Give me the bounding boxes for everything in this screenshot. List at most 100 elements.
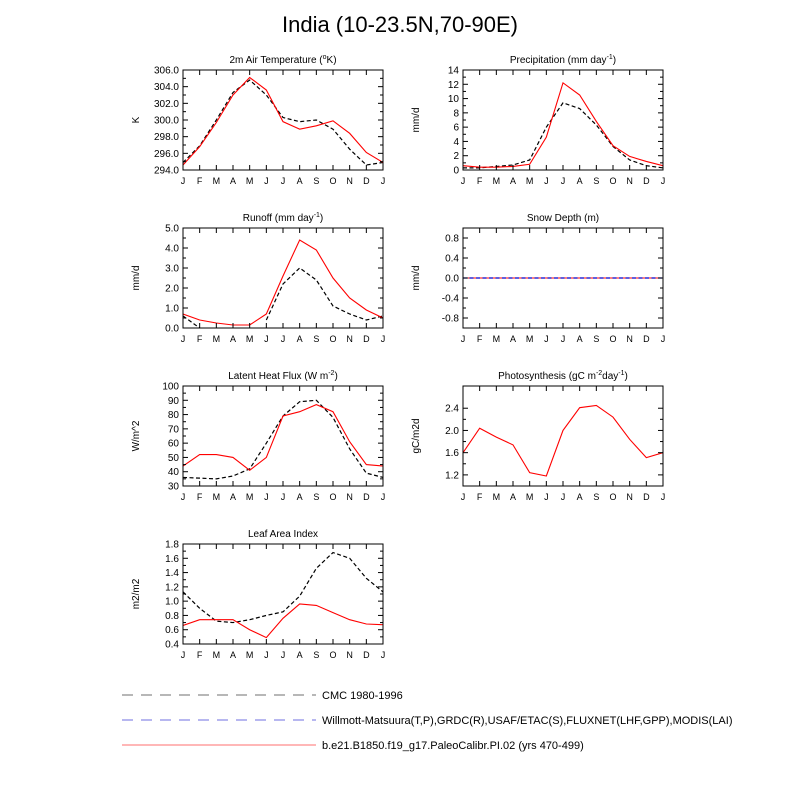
x-tick-label: J bbox=[181, 492, 186, 502]
chart-panel-1: 2m Air Temperature (oK) K 294.0 296.0 298.0 3… bbox=[131, 54, 385, 186]
x-tick-label: O bbox=[609, 492, 616, 502]
y-tick-label: 294.0 bbox=[154, 166, 179, 177]
x-tick-label: A bbox=[510, 492, 516, 502]
chart-title: Snow Depth (m) bbox=[527, 213, 599, 224]
x-tick-label: J bbox=[281, 650, 286, 660]
plot-frame bbox=[462, 69, 664, 171]
series-line-2 bbox=[183, 603, 383, 639]
y-tick-label: 306.0 bbox=[154, 66, 179, 77]
plot-frame bbox=[462, 385, 664, 487]
x-tick-label: J bbox=[264, 334, 269, 344]
x-tick-label: M bbox=[246, 176, 254, 186]
x-tick-label: J bbox=[181, 176, 186, 186]
x-tick-label: O bbox=[329, 650, 336, 660]
x-tick-label: F bbox=[477, 492, 483, 502]
y-tick-label: 302.0 bbox=[154, 99, 179, 110]
x-tick-label: S bbox=[593, 176, 599, 186]
y-tick-label: 6 bbox=[453, 123, 459, 134]
y-axis-label: mm/d bbox=[411, 266, 422, 291]
plot-frame bbox=[182, 227, 384, 329]
y-axis-label: mm/d bbox=[131, 266, 142, 291]
x-tick-label: J bbox=[264, 176, 269, 186]
x-tick-label: M bbox=[246, 334, 254, 344]
series-group bbox=[183, 239, 383, 328]
x-tick-label: J bbox=[181, 334, 186, 344]
y-tick-label: 1.0 bbox=[165, 597, 179, 608]
y-tick-label: 4.0 bbox=[165, 244, 179, 255]
y-tick-label: 0.4 bbox=[445, 254, 459, 265]
series-line-1 bbox=[183, 551, 383, 624]
plot-frame bbox=[182, 543, 384, 645]
y-tick-label: 0.6 bbox=[165, 625, 179, 636]
x-tick-label: S bbox=[593, 492, 599, 502]
x-tick-label: A bbox=[577, 492, 583, 502]
x-tick-label: J bbox=[661, 492, 666, 502]
x-tick-label: A bbox=[577, 176, 583, 186]
chart-title: Photosynthesis (gC m-2day-1) bbox=[498, 370, 628, 382]
x-tick-label: J bbox=[381, 334, 386, 344]
y-tick-label: 300.0 bbox=[154, 116, 179, 127]
y-tick-label: 70 bbox=[168, 424, 180, 435]
y-tick-label: 1.6 bbox=[165, 554, 179, 565]
x-tick-label: D bbox=[363, 176, 370, 186]
y-tick-label: -0.4 bbox=[442, 294, 460, 305]
x-tick-label: J bbox=[544, 176, 549, 186]
y-axis-label: W/m^2 bbox=[131, 420, 142, 451]
x-tick-label: F bbox=[197, 650, 203, 660]
x-tick-label: J bbox=[544, 492, 549, 502]
chart-title: Precipitation (mm day-1) bbox=[510, 54, 616, 66]
series-group bbox=[183, 551, 383, 639]
y-tick-label: 14 bbox=[448, 66, 460, 77]
series-group bbox=[463, 81, 663, 169]
x-tick-label: J bbox=[561, 492, 566, 502]
y-tick-label: 100 bbox=[162, 382, 179, 393]
x-tick-label: A bbox=[230, 176, 236, 186]
y-tick-label: 0 bbox=[453, 166, 459, 177]
x-tick-label: J bbox=[381, 650, 386, 660]
series-group bbox=[183, 399, 383, 480]
y-tick-label: 60 bbox=[168, 439, 180, 450]
x-tick-label: S bbox=[313, 334, 319, 344]
x-tick-label: N bbox=[346, 334, 353, 344]
x-tick-label: F bbox=[477, 334, 483, 344]
y-tick-label: 296.0 bbox=[154, 149, 179, 160]
x-tick-label: D bbox=[643, 176, 650, 186]
x-tick-label: O bbox=[609, 176, 616, 186]
x-tick-label: J bbox=[381, 492, 386, 502]
y-tick-label: 0.0 bbox=[165, 324, 179, 335]
x-tick-label: F bbox=[477, 176, 483, 186]
y-tick-label: 2.0 bbox=[445, 426, 459, 437]
x-tick-label: S bbox=[313, 492, 319, 502]
y-tick-label: 0.4 bbox=[165, 640, 179, 651]
x-tick-label: N bbox=[626, 492, 633, 502]
x-tick-label: A bbox=[577, 334, 583, 344]
x-tick-label: M bbox=[526, 492, 534, 502]
x-tick-label: D bbox=[643, 334, 650, 344]
x-tick-label: M bbox=[213, 334, 221, 344]
y-tick-label: 0.0 bbox=[445, 274, 459, 285]
chart-panel-5: Latent Heat Flux (W m-2) W/m^2 30 40 50 60 70 8… bbox=[131, 370, 385, 502]
x-tick-label: S bbox=[313, 176, 319, 186]
x-tick-label: J bbox=[561, 334, 566, 344]
x-tick-label: A bbox=[297, 334, 303, 344]
x-tick-label: J bbox=[281, 492, 286, 502]
x-tick-label: M bbox=[493, 492, 501, 502]
series-line-2 bbox=[183, 403, 383, 471]
x-tick-label: J bbox=[461, 176, 466, 186]
plot-frame bbox=[182, 385, 384, 487]
series-line-2 bbox=[183, 239, 383, 326]
y-tick-label: 8 bbox=[453, 108, 459, 119]
x-tick-label: S bbox=[593, 334, 599, 344]
chart-title: Runoff (mm day-1) bbox=[243, 212, 324, 224]
y-tick-label: 1.2 bbox=[165, 582, 179, 593]
legend-label: b.e21.B1850.f19_g17.PaleoCalibr.PI.02 (y… bbox=[322, 740, 584, 752]
chart-title: Leaf Area Index bbox=[248, 529, 318, 540]
x-tick-label: D bbox=[363, 334, 370, 344]
x-tick-label: A bbox=[510, 334, 516, 344]
y-tick-label: -0.8 bbox=[442, 314, 460, 325]
x-tick-label: J bbox=[281, 334, 286, 344]
x-tick-label: O bbox=[329, 492, 336, 502]
panel-grid: 2m Air Temperature (oK) K 294.0 296.0 298.0 3… bbox=[131, 54, 665, 660]
series-line-1 bbox=[183, 79, 383, 166]
